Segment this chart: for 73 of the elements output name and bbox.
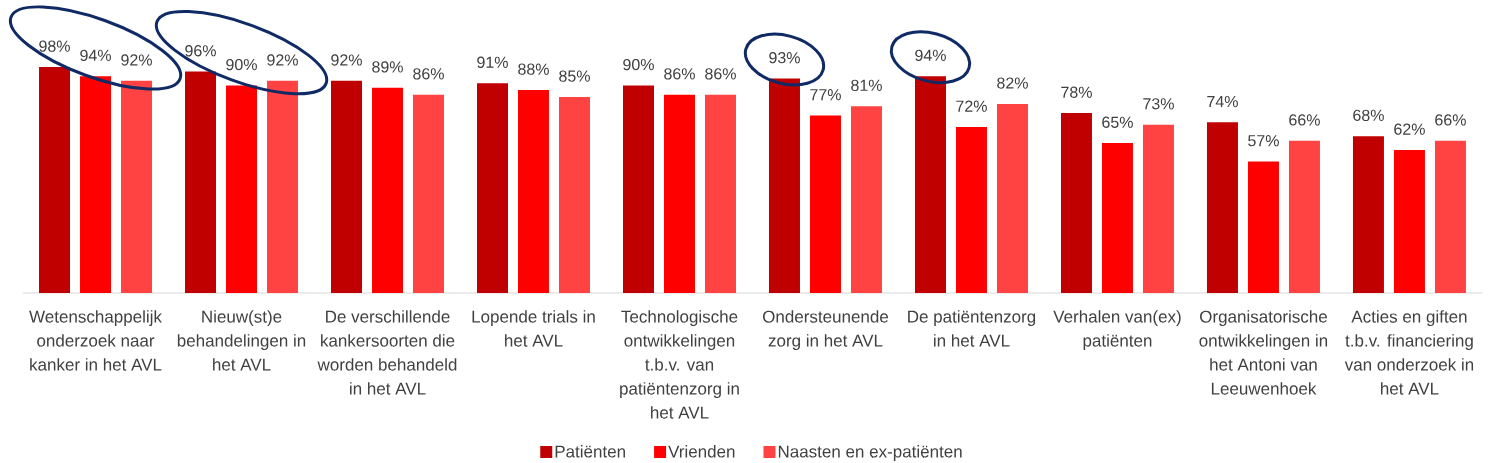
data-label: 72% bbox=[956, 100, 987, 112]
data-label: 81% bbox=[851, 79, 882, 91]
data-label: 89% bbox=[372, 61, 403, 73]
data-label: 92% bbox=[121, 54, 152, 66]
data-label: 66% bbox=[1435, 114, 1466, 126]
legend-label: Patiënten bbox=[555, 445, 625, 458]
data-label: 88% bbox=[518, 63, 549, 75]
bar bbox=[1101, 143, 1133, 293]
bar bbox=[477, 83, 508, 293]
bar bbox=[809, 115, 841, 293]
legend-label: Naasten en ex-patiënten bbox=[778, 445, 962, 461]
bar bbox=[267, 80, 299, 293]
bar bbox=[768, 78, 800, 293]
legend-label: Vrienden bbox=[668, 445, 735, 458]
data-label: 78% bbox=[1061, 86, 1092, 98]
bar bbox=[623, 85, 654, 293]
data-label: 96% bbox=[185, 45, 216, 57]
bar bbox=[704, 94, 736, 293]
data-label: 57% bbox=[1248, 135, 1279, 147]
data-label: 85% bbox=[559, 70, 590, 82]
x-tick-label: Organisatorische ontwikkelingen in het Antoni van Leeuwenhoek bbox=[1199, 310, 1328, 395]
data-label: 91% bbox=[477, 56, 508, 68]
data-label: 94% bbox=[80, 49, 111, 62]
data-label: 90% bbox=[623, 58, 654, 71]
bar bbox=[914, 76, 946, 293]
data-label: 92% bbox=[267, 54, 298, 66]
data-label: 77% bbox=[810, 89, 841, 101]
data-label: 86% bbox=[705, 68, 736, 80]
bar bbox=[413, 94, 444, 293]
bar bbox=[1434, 140, 1466, 293]
data-label: 62% bbox=[1394, 123, 1425, 135]
data-label: 94% bbox=[915, 49, 946, 62]
bar bbox=[1060, 113, 1092, 293]
bar bbox=[559, 96, 590, 293]
data-label: 98% bbox=[39, 40, 70, 52]
bar bbox=[185, 71, 217, 293]
bar bbox=[955, 126, 987, 293]
data-label: 86% bbox=[413, 68, 444, 80]
bar bbox=[226, 85, 258, 293]
bar bbox=[1142, 124, 1174, 293]
bar bbox=[850, 106, 882, 293]
data-label: 92% bbox=[331, 54, 362, 66]
x-tick-label: Verhalen van(ex) patiënten bbox=[1053, 310, 1181, 351]
bar bbox=[1393, 150, 1425, 293]
x-tick-label: De patiëntenzorg in het AVL bbox=[908, 310, 1036, 347]
x-tick-label: Technologische ontwikkelingen t.b.v. van patiëntenzorg in het AVL bbox=[620, 310, 739, 419]
bar bbox=[372, 87, 404, 293]
bar bbox=[1206, 122, 1238, 293]
bar bbox=[518, 90, 549, 293]
bar bbox=[664, 94, 695, 293]
bar bbox=[80, 76, 112, 293]
x-tick-label: Lopende trials in het AVL bbox=[472, 310, 595, 347]
data-label: 86% bbox=[664, 68, 695, 80]
data-label: 93% bbox=[769, 52, 800, 64]
data-label: 68% bbox=[1353, 109, 1384, 121]
data-label: 66% bbox=[1289, 114, 1320, 126]
data-label: 90% bbox=[226, 58, 257, 71]
bar bbox=[1352, 136, 1384, 293]
data-label: 73% bbox=[1143, 98, 1174, 110]
bar bbox=[121, 80, 153, 293]
data-label: 74% bbox=[1207, 95, 1238, 108]
data-label: 65% bbox=[1102, 116, 1133, 128]
bar bbox=[996, 103, 1028, 293]
x-tick-label: Nieuw(st)e behandelingen in het AVL bbox=[177, 310, 306, 371]
x-tick-label: Acties en giften t.b.v. financiering van onderzoek in het AVL bbox=[1344, 310, 1474, 395]
x-tick-label: De verschillende kankersoorten die worden behandeld in het AVL bbox=[317, 310, 457, 395]
x-tick-label: Ondersteunende zorg in het AVL bbox=[762, 310, 889, 351]
bar bbox=[1288, 140, 1320, 293]
bar bbox=[331, 80, 363, 293]
bar bbox=[1247, 161, 1279, 293]
x-tick-label: Wetenschappelijk onderzoek naar kanker in het AVL bbox=[29, 310, 162, 371]
data-label: 82% bbox=[997, 77, 1028, 89]
bar bbox=[39, 67, 71, 293]
